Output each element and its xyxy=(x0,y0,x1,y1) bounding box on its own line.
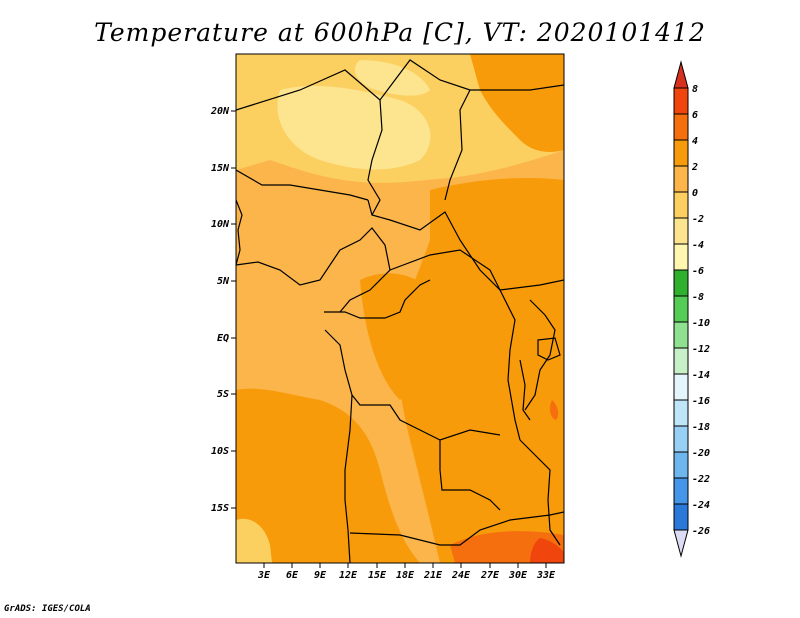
lon-label: 12E xyxy=(339,570,358,581)
colorbar-swatch xyxy=(673,451,689,479)
colorbar-cap-top xyxy=(673,60,689,89)
lat-label: 5S xyxy=(217,389,229,400)
colorbar-label: -20 xyxy=(692,448,710,459)
colorbar-swatch xyxy=(673,269,689,297)
colorbar-label: -10 xyxy=(692,318,710,329)
lon-label: 27E xyxy=(480,570,500,581)
lat-label: 20N xyxy=(210,106,230,117)
colorbar-swatch xyxy=(673,191,689,219)
colorbar-swatch xyxy=(673,87,689,115)
colorbar-swatch xyxy=(673,425,689,453)
colorbar-label: 8 xyxy=(692,84,698,95)
map-frame xyxy=(235,53,565,564)
colorbar-label: 0 xyxy=(692,188,698,199)
grads-credit: GrADS: IGES/COLA xyxy=(4,604,91,614)
colorbar-swatch xyxy=(673,217,689,245)
colorbar-label: -12 xyxy=(692,344,710,355)
temperature-field xyxy=(236,54,564,563)
lat-label: 15S xyxy=(211,503,229,514)
lat-label: 15N xyxy=(211,163,230,174)
colorbar-swatch xyxy=(673,373,689,401)
lon-label: 6E xyxy=(286,570,299,581)
lat-label: 10S xyxy=(211,446,229,457)
lat-labels: 20N 15N 10N 5N EQ 5S 10S 15S xyxy=(210,106,230,514)
lon-label: 24E xyxy=(451,570,471,581)
colorbar-label: -22 xyxy=(692,474,710,485)
lat-ticks xyxy=(231,110,236,509)
colorbar-label: -18 xyxy=(692,422,710,433)
lon-label: 15E xyxy=(368,570,387,581)
lon-label: 30E xyxy=(508,570,528,581)
colorbar-label: -4 xyxy=(692,240,704,251)
colorbar-swatch xyxy=(673,321,689,349)
lon-label: 21E xyxy=(423,570,443,581)
lat-label: EQ xyxy=(217,333,229,344)
colorbar-label: -26 xyxy=(692,526,710,537)
colorbar-swatch xyxy=(673,243,689,271)
colorbar-label: -24 xyxy=(692,500,710,511)
lon-label: 9E xyxy=(314,570,327,581)
country-borders xyxy=(236,59,564,563)
lat-label: 5N xyxy=(217,276,230,287)
colorbar-swatch xyxy=(673,503,689,531)
colorbar-label: -6 xyxy=(692,266,704,277)
lon-label: 3E xyxy=(257,570,271,581)
lon-labels: 3E 6E 9E 12E 15E 18E 21E 24E 27E 30E 33E xyxy=(257,570,556,581)
colorbar-swatch xyxy=(673,477,689,505)
colorbar-label: -14 xyxy=(692,370,710,381)
colorbar-label: 4 xyxy=(692,136,698,147)
colorbar-swatch xyxy=(673,295,689,323)
lon-ticks xyxy=(263,563,547,568)
colorbar-label: -8 xyxy=(692,292,704,303)
colorbar-swatch xyxy=(673,113,689,141)
lat-label: 10N xyxy=(211,219,230,230)
colorbar-swatch xyxy=(673,139,689,167)
colorbar-label: -2 xyxy=(692,214,704,225)
colorbar-swatch xyxy=(673,399,689,427)
colorbar-label: 2 xyxy=(691,162,698,173)
lon-label: 33E xyxy=(536,570,556,581)
colorbar-cap-bottom xyxy=(673,529,689,558)
colorbar: 8 6 4 2 0 -2 -4 -6 -8 -10 -12 -14 -16 -18 -20 -22 -24 -26 xyxy=(673,60,710,558)
colorbar-swatch xyxy=(673,347,689,375)
colorbar-label: 6 xyxy=(692,110,698,121)
colorbar-label: -16 xyxy=(692,396,710,407)
map-title: Temperature at 600hPa [C], VT: 202010141… xyxy=(94,18,706,47)
colorbar-swatch xyxy=(673,165,689,193)
lon-label: 18E xyxy=(396,570,415,581)
